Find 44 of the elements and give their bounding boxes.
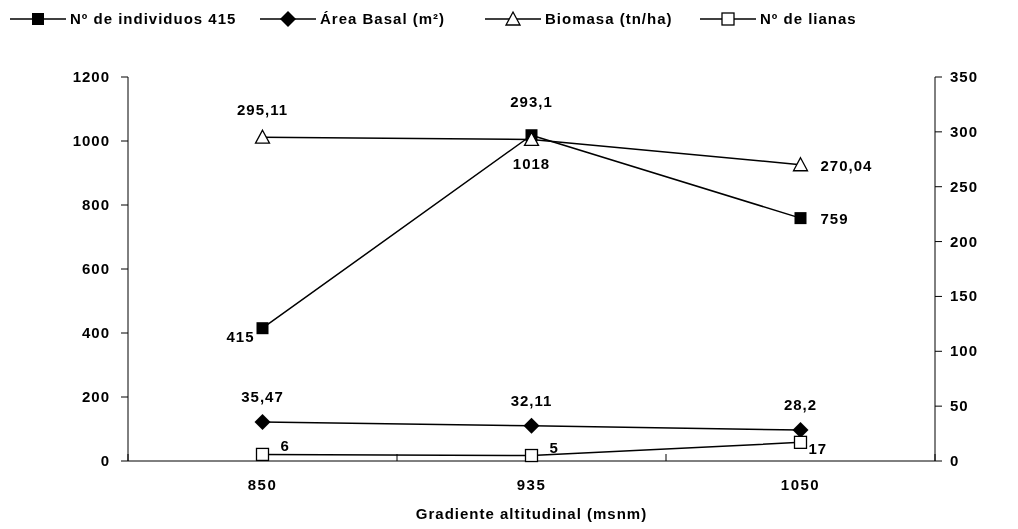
y2-tick-label: 300 bbox=[950, 122, 979, 140]
data-label: 32,11 bbox=[510, 391, 553, 409]
y2-tick-label: 250 bbox=[950, 177, 979, 195]
y2-tick-label: 150 bbox=[950, 287, 979, 305]
x-tick-label: 935 bbox=[516, 476, 547, 493]
y2-tick-label: 50 bbox=[950, 397, 969, 415]
y-tick-label: 800 bbox=[81, 196, 110, 213]
y-tick-label: 400 bbox=[81, 324, 110, 341]
y2-tick-label: 350 bbox=[950, 68, 979, 85]
y-tick-label: 1000 bbox=[72, 132, 110, 149]
point bbox=[524, 448, 539, 463]
point bbox=[792, 157, 809, 172]
point bbox=[254, 414, 271, 431]
point bbox=[254, 129, 271, 144]
legend-label: Biomasa (tn/ha) bbox=[545, 10, 673, 27]
data-label: 5 bbox=[549, 438, 559, 456]
point bbox=[256, 322, 269, 335]
legend-label: Área Basal (m²) bbox=[320, 10, 446, 27]
y2-tick-label: 100 bbox=[950, 342, 979, 360]
point bbox=[793, 435, 808, 449]
data-label: 415 bbox=[226, 328, 255, 346]
data-label: 293,1 bbox=[510, 93, 553, 111]
y-tick-label: 0 bbox=[100, 452, 110, 469]
x-tick-label: 1050 bbox=[780, 476, 821, 493]
legend-label: Nº de lianas bbox=[760, 10, 857, 27]
data-label: 270,04 bbox=[820, 156, 873, 174]
y-tick-label: 600 bbox=[81, 260, 110, 277]
x-axis-title: Gradiente altitudinal (msnm) bbox=[415, 505, 648, 522]
y2-tick-label: 0 bbox=[950, 452, 960, 469]
data-label: 295,11 bbox=[236, 101, 289, 119]
point bbox=[255, 447, 270, 462]
x-tick-label: 850 bbox=[247, 476, 278, 493]
y2-tick-label: 200 bbox=[950, 232, 979, 250]
point bbox=[523, 417, 540, 434]
data-label: 28,2 bbox=[783, 396, 818, 414]
data-label: 759 bbox=[820, 210, 849, 228]
legend-label: Nº de individuos 415 bbox=[70, 10, 237, 27]
data-label: 6 bbox=[280, 437, 290, 455]
y-tick-label: 200 bbox=[81, 388, 110, 405]
data-label: 1018 bbox=[512, 155, 551, 173]
data-label: 35,47 bbox=[241, 388, 284, 406]
y-tick-label: 1200 bbox=[72, 68, 110, 85]
point bbox=[794, 212, 807, 225]
data-label: 17 bbox=[808, 440, 828, 458]
